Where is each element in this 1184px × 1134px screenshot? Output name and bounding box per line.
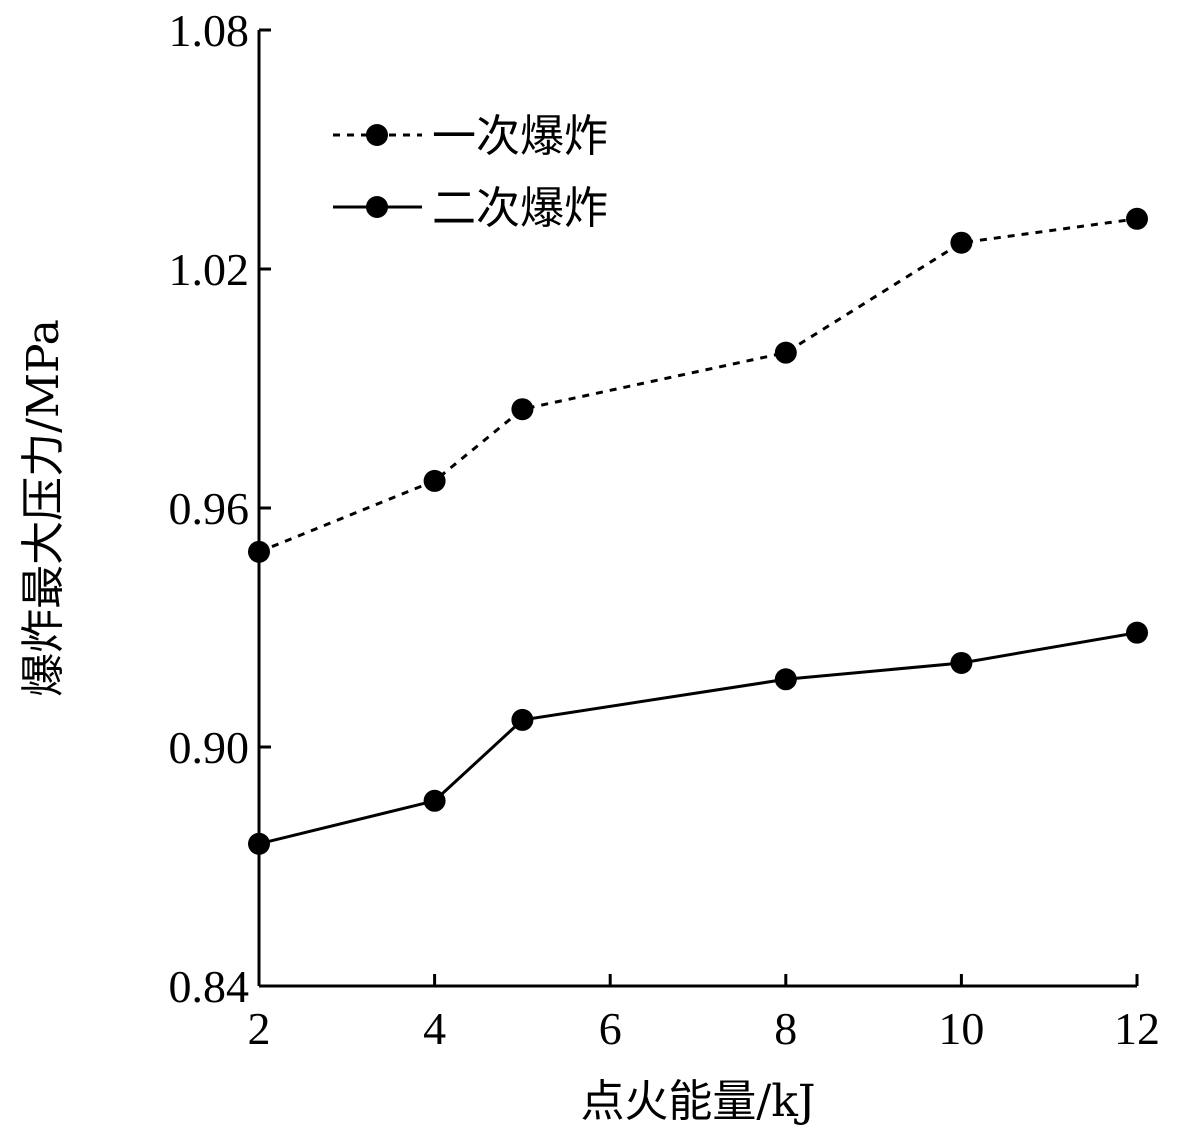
series-1-point [423, 469, 446, 492]
series-2-point [1126, 621, 1148, 644]
y-tick-label: 0.90 [169, 722, 250, 773]
x-tick-label: 10 [938, 1003, 984, 1054]
series-2-point [511, 708, 534, 731]
series-1-point [774, 341, 797, 364]
legend-label-2: 二次爆炸 [432, 183, 608, 234]
series-line-1 [258, 217, 1138, 554]
series-1-point [950, 231, 973, 254]
y-axis-title: 爆炸最大压力/MPa [18, 319, 69, 697]
series-2-point [950, 651, 973, 674]
series-2-point [423, 789, 446, 812]
x-tick-label: 6 [599, 1003, 622, 1054]
legend-label-1: 一次爆炸 [432, 111, 608, 162]
chart-axes [257, 30, 1137, 988]
legend-marker-2 [366, 196, 388, 218]
legend-marker-1 [366, 124, 388, 146]
series-1-point [1126, 207, 1148, 230]
series-2-point [248, 832, 270, 855]
y-tick-label: 1.08 [169, 5, 250, 56]
x-tick-label: 2 [248, 1003, 271, 1054]
x-tick-label: 8 [774, 1003, 797, 1054]
y-ticks: 0.84 0.90 0.96 1.02 1.08 [169, 5, 271, 1012]
series-1-point [511, 398, 534, 421]
y-tick-label: 0.96 [169, 483, 250, 534]
series-line-2 [258, 631, 1138, 846]
x-tick-label: 4 [423, 1003, 446, 1054]
x-ticks: 2 4 6 8 10 12 [248, 974, 1160, 1054]
series-1-point [248, 540, 270, 563]
series-layer [248, 207, 1148, 855]
series-2-point [774, 668, 797, 691]
y-tick-label: 0.84 [169, 961, 250, 1012]
x-axis-title: 点火能量/kJ [580, 1076, 815, 1127]
y-tick-label: 1.02 [169, 244, 250, 295]
x-tick-label: 12 [1114, 1003, 1160, 1054]
